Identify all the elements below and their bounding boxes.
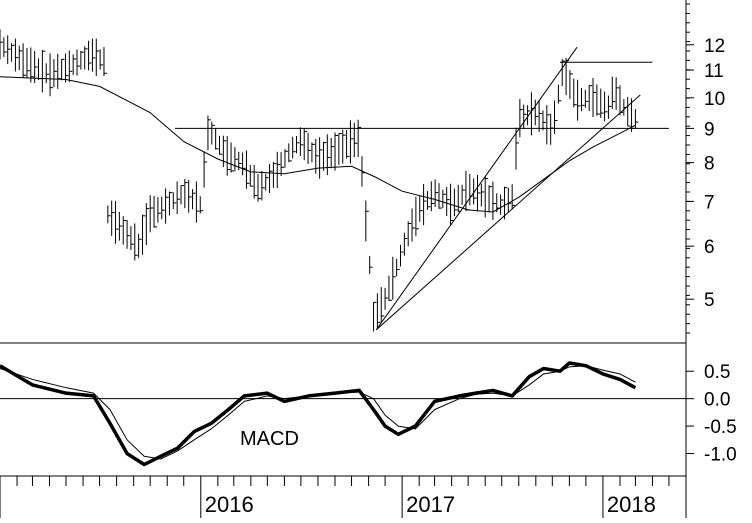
macd-tick-label: -1.0 <box>704 445 737 466</box>
macd-panel <box>0 361 686 467</box>
price-axis: 12 11 10 9 8 7 6 5 <box>686 3 725 334</box>
macd-signal-line <box>0 365 636 460</box>
year-label: 2018 <box>607 492 656 517</box>
macd-tick-label: 0.5 <box>704 362 730 383</box>
year-label: 2016 <box>205 492 254 517</box>
price-tick-label: 8 <box>704 154 715 175</box>
trend-line <box>375 46 578 331</box>
price-tick-label: 6 <box>704 237 715 258</box>
year-label: 2017 <box>406 492 455 517</box>
price-tick-label: 9 <box>704 119 715 140</box>
price-tick-label: 5 <box>704 290 715 311</box>
macd-tick-label: -0.5 <box>704 417 737 438</box>
macd-line <box>0 361 637 467</box>
date-axis: 2016 2017 2018 <box>0 476 687 518</box>
price-tick-label: 7 <box>704 192 715 213</box>
price-tick-label: 10 <box>704 89 725 110</box>
moving-average-line <box>0 76 636 213</box>
trend-line <box>375 94 641 331</box>
macd-axis: 0.5 0.0 -0.5 -1.0 <box>686 362 737 466</box>
price-panel <box>0 29 669 332</box>
price-tick-label: 12 <box>704 36 725 57</box>
price-tick-label: 11 <box>704 61 724 82</box>
macd-tick-label: 0.0 <box>704 390 730 411</box>
macd-annotation: MACD <box>240 428 299 450</box>
